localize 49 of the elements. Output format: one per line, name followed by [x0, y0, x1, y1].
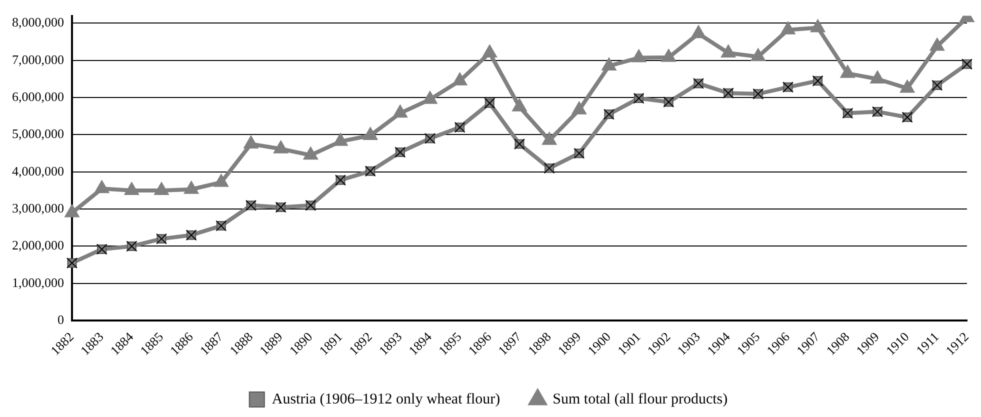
point	[94, 180, 110, 194]
x-tick-label: 1882	[48, 329, 77, 358]
x-tick-label: 1890	[286, 329, 316, 358]
point	[840, 64, 856, 78]
point	[422, 90, 438, 104]
y-tick-label: 0	[58, 312, 64, 328]
point	[750, 48, 766, 62]
point	[780, 21, 796, 34]
point	[720, 44, 736, 58]
x-tick-label: 1900	[584, 329, 614, 358]
point	[303, 146, 318, 160]
point	[482, 44, 498, 58]
x-tick-label: 1899	[554, 329, 584, 358]
y-tick-label: 5,000,000	[12, 126, 64, 142]
y-tick-label: 4,000,000	[12, 163, 64, 178]
y-tick-label: 8,000,000	[12, 14, 64, 30]
x-tick-label: 1909	[853, 329, 882, 358]
point	[333, 132, 348, 146]
x-tick-label: 1910	[882, 329, 912, 358]
point	[870, 70, 885, 84]
point	[362, 126, 378, 140]
x-tick-label: 1889	[256, 329, 286, 358]
x-tick-label: 1891	[316, 329, 346, 358]
x-tick-label: 1912	[942, 329, 972, 358]
point	[691, 25, 706, 38]
point	[392, 104, 408, 118]
x-tick-label: 1902	[644, 329, 674, 358]
point	[512, 98, 527, 112]
point	[542, 132, 557, 145]
point	[602, 57, 616, 70]
point	[244, 136, 258, 149]
x-tick-label: 1911	[913, 329, 942, 358]
legend-label: Austria (1906–1912 only wheat flour)	[272, 391, 500, 408]
y-tick-label: 6,000,000	[12, 88, 64, 104]
point	[810, 19, 826, 32]
point	[930, 38, 945, 51]
point	[572, 101, 587, 114]
point	[661, 48, 676, 62]
y-tick-label: 1,000,000	[12, 274, 64, 290]
y-tick-label: 2,000,000	[12, 238, 64, 253]
point	[631, 49, 646, 62]
x-tick-label: 1901	[614, 329, 644, 358]
x-tick-label: 1892	[346, 329, 375, 358]
y-tick-label: 7,000,000	[12, 52, 64, 67]
point	[900, 80, 915, 93]
y-tick-label: 3,000,000	[12, 200, 64, 216]
point	[452, 72, 468, 86]
point	[273, 140, 288, 154]
legend-label: Sum total (all flour products)	[552, 391, 728, 408]
